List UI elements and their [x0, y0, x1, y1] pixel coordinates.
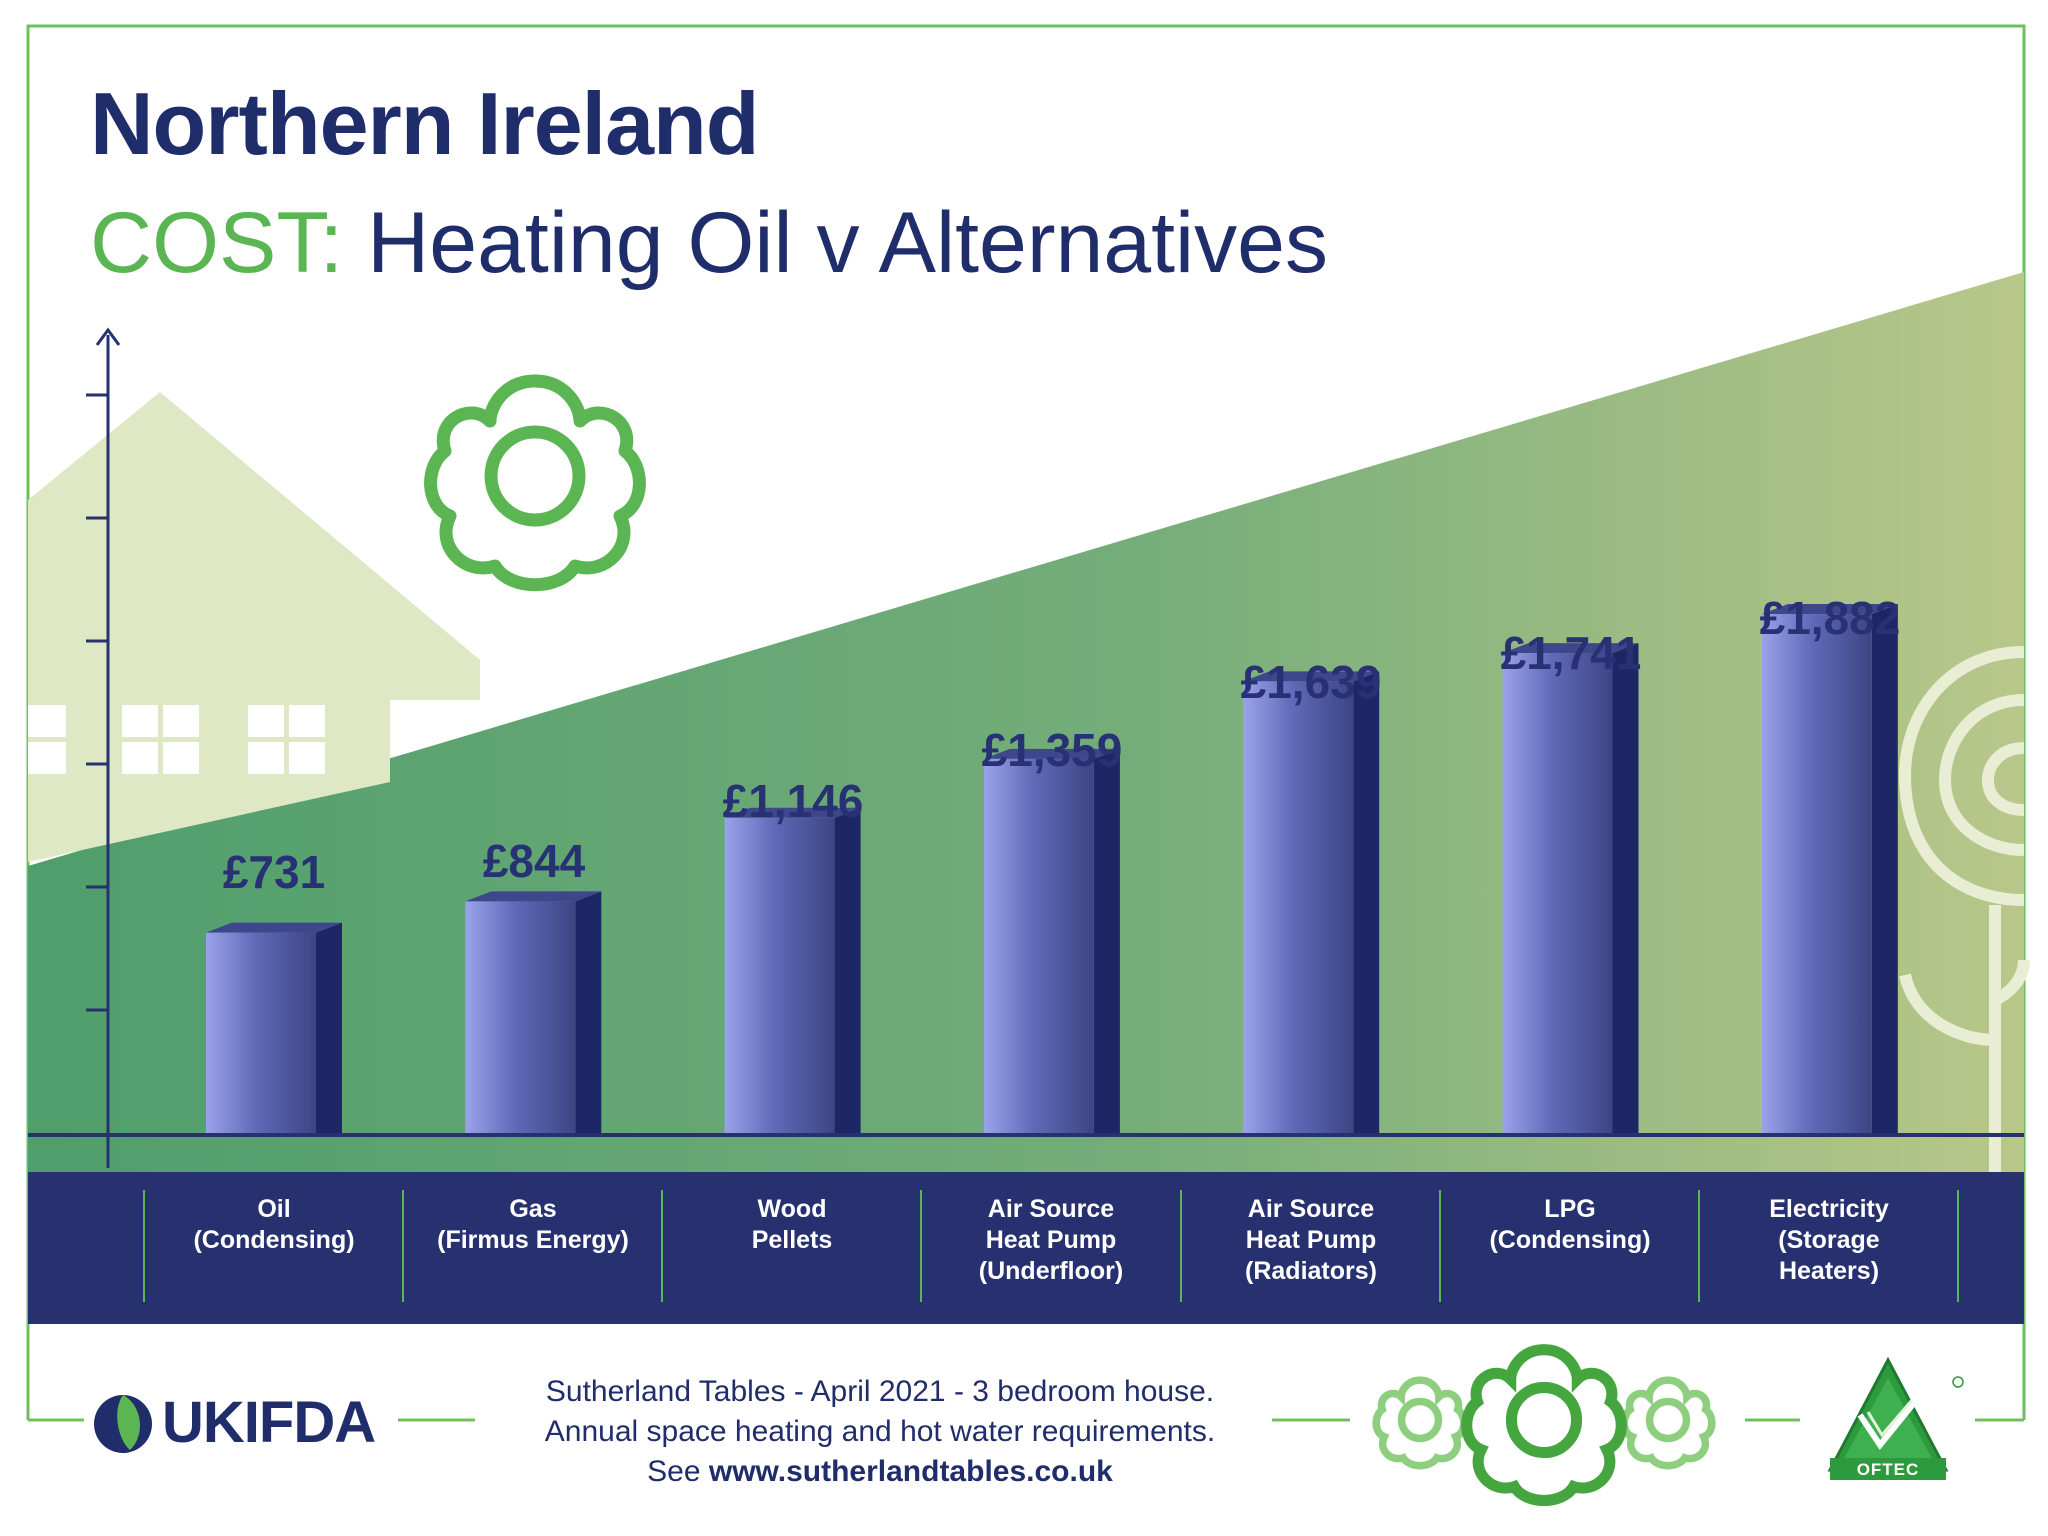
bars-layer [206, 604, 1898, 1135]
flower-icon [1461, 1344, 1627, 1506]
source-prefix: See [647, 1455, 709, 1488]
category-label: Air Source Heat Pump (Underfloor) [978, 1195, 1124, 1285]
bar-top [206, 922, 342, 933]
category-label: Air Source Heat Pump (Radiators) [1245, 1195, 1377, 1285]
bar-top [465, 891, 602, 902]
tree-icon [1898, 646, 2030, 1172]
bar-value-label: £1,882 [1759, 592, 1901, 644]
source-line-3: See www.sutherlandtables.co.uk [470, 1452, 1290, 1492]
bar-top [724, 807, 861, 818]
source-line-1: Sutherland Tables - April 2021 - 3 bedro… [545, 1375, 1215, 1408]
bar-value-label: £1,741 [1500, 627, 1642, 679]
subtitle-accent: COST: [90, 195, 344, 291]
bar-front [1243, 681, 1354, 1135]
bar-front [1502, 653, 1613, 1135]
bar-front [465, 901, 576, 1135]
bar-side [1353, 671, 1380, 1135]
oftec-logo-text: OFTEC [1856, 1460, 1920, 1479]
bar [206, 922, 342, 1135]
bar-top [1243, 671, 1380, 682]
bar-side [1612, 643, 1639, 1135]
bar-value-label: £1,146 [722, 775, 864, 827]
bar-value-label: £1,639 [1240, 656, 1382, 708]
bar [1243, 671, 1380, 1135]
bar-top [1761, 604, 1898, 615]
bar-value-label: £1,359 [981, 724, 1123, 776]
ukifda-logo-text: UKIFDA [162, 1390, 376, 1455]
bar-value-label: £844 [482, 835, 586, 887]
category-label: Electricity (Storage Heaters) [1769, 1195, 1889, 1285]
bar-front [1761, 614, 1872, 1135]
bar-front [206, 932, 316, 1135]
bar-side [834, 807, 861, 1135]
source-link[interactable]: www.sutherlandtables.co.uk [708, 1455, 1113, 1488]
bar-top [1502, 643, 1639, 654]
bar-side [1093, 748, 1120, 1135]
flower-icon [424, 374, 646, 592]
bar [724, 807, 861, 1135]
bar-value-label: £731 [222, 846, 326, 898]
page-subtitle: COST: Heating Oil v Alternatives [90, 200, 1328, 286]
bar [465, 891, 602, 1135]
y-axis [86, 327, 121, 1168]
subtitle-text: Heating Oil v Alternatives [343, 195, 1328, 291]
page-title: Northern Ireland [90, 74, 760, 173]
flower-icon [1372, 1376, 1716, 1470]
category-band [28, 1172, 2024, 1324]
category-label: Wood Pellets [751, 1195, 833, 1254]
oftec-logo-icon [1827, 1356, 1964, 1480]
category-label: Oil (Condensing) [193, 1195, 355, 1254]
source-line-2: Annual space heating and hot water requi… [544, 1415, 1216, 1448]
bar-top [983, 748, 1120, 759]
source-note: Sutherland Tables - April 2021 - 3 bedro… [470, 1372, 1290, 1492]
ukifda-logo-icon [94, 1395, 152, 1453]
category-dividers [143, 1190, 1959, 1302]
category-label: LPG (Condensing) [1489, 1195, 1651, 1254]
bar [1761, 604, 1898, 1135]
bar-side [575, 891, 602, 1135]
bar-front [983, 758, 1094, 1135]
bar-front [724, 817, 835, 1135]
category-label: Gas (Firmus Energy) [437, 1195, 629, 1254]
house-icon [28, 392, 480, 862]
bar [983, 748, 1120, 1135]
bar-side [1871, 604, 1898, 1135]
bar-side [316, 922, 342, 1135]
bar [1502, 643, 1639, 1135]
